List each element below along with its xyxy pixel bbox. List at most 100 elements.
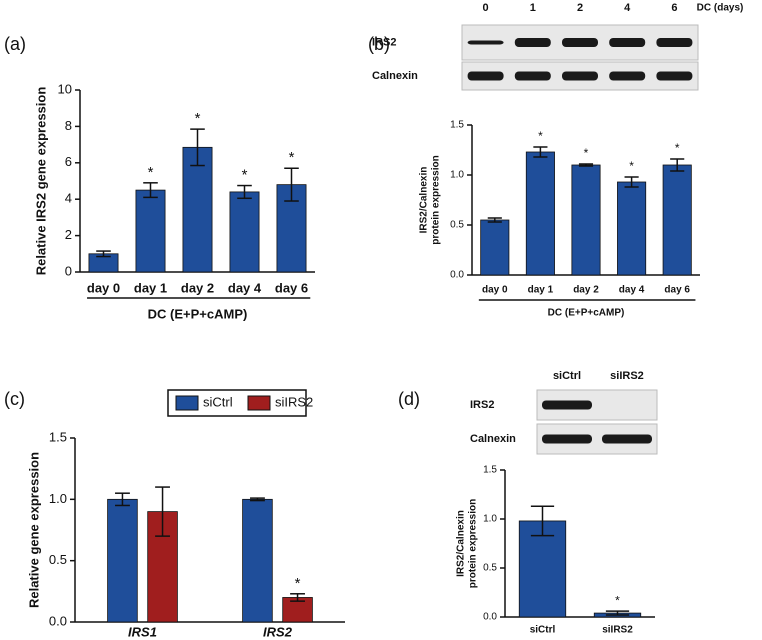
error-bar bbox=[290, 593, 305, 602]
y-tick-label: 1.5 bbox=[483, 465, 497, 476]
blot-band bbox=[542, 434, 592, 444]
blot-band bbox=[562, 71, 598, 81]
error-bar bbox=[530, 505, 555, 537]
y-tick-label: 6 bbox=[65, 154, 72, 169]
bar bbox=[229, 191, 260, 273]
error-bar bbox=[190, 128, 205, 167]
bar bbox=[107, 498, 138, 623]
x-tick-label: day 1 bbox=[134, 280, 167, 295]
y-tick-label: 0.0 bbox=[49, 613, 67, 628]
blot-row-label: Calnexin bbox=[470, 433, 516, 445]
blot-band bbox=[514, 38, 551, 47]
x-tick-label: day 2 bbox=[573, 285, 599, 296]
x-tick-label: day 1 bbox=[528, 285, 554, 296]
x-tick-label: siIRS2 bbox=[602, 625, 633, 636]
error-bar bbox=[605, 610, 630, 616]
error-bar bbox=[155, 486, 170, 537]
chart-panel: (d) 0.0 0.5 1.0 1.5 IRS2/Calnexin protein expr… bbox=[398, 370, 658, 636]
blot-row-label: Calnexin bbox=[372, 70, 418, 82]
y-axis-label: protein expression bbox=[431, 155, 442, 244]
error-bar bbox=[143, 182, 158, 199]
y-tick-label: 1.0 bbox=[49, 491, 67, 506]
bar bbox=[518, 520, 567, 618]
significance-mark: * bbox=[584, 146, 589, 160]
significance-mark: * bbox=[615, 593, 620, 607]
chart-panel: (a) 0 2 4 6 8 10 Relative IRS2 gene expression d… bbox=[4, 34, 315, 321]
error-bar bbox=[250, 497, 265, 502]
y-tick-label: 4 bbox=[65, 191, 72, 206]
significance-mark: * bbox=[148, 164, 154, 181]
error-bar bbox=[624, 176, 639, 188]
x-axis-label: DC (E+P+cAMP) bbox=[548, 308, 625, 319]
x-tick-label: day 4 bbox=[228, 280, 262, 295]
blot-band bbox=[602, 434, 652, 444]
error-bar bbox=[115, 492, 130, 507]
y-tick-label: 0.5 bbox=[483, 563, 497, 574]
blot-band bbox=[562, 38, 598, 47]
x-tick-label: day 0 bbox=[87, 280, 120, 295]
blot-row-label: IRS2 bbox=[470, 399, 494, 411]
blot-lane-label: 2 bbox=[577, 2, 583, 14]
significance-mark: * bbox=[195, 110, 201, 127]
error-bar bbox=[487, 217, 502, 223]
x-tick-label: IRS1 bbox=[128, 624, 157, 639]
y-axis-label: Relative IRS2 gene expression bbox=[33, 87, 48, 276]
blot-lane-label: 6 bbox=[671, 2, 677, 14]
x-tick-label: IRS2 bbox=[263, 624, 293, 639]
x-tick-label: siCtrl bbox=[530, 625, 556, 636]
chart-panel: (c) 0.0 0.5 1.0 1.5 Relative gene expression I… bbox=[4, 389, 345, 639]
significance-mark: * bbox=[675, 141, 680, 155]
legend-swatch bbox=[175, 395, 199, 411]
y-tick-label: 8 bbox=[65, 118, 72, 133]
significance-mark: * bbox=[629, 159, 634, 173]
chart-panel: (b) 0.0 0.5 1.0 1.5 IRS2/Calnexin protein expr… bbox=[368, 2, 743, 319]
blot-band bbox=[467, 71, 504, 81]
y-tick-label: 0 bbox=[65, 263, 72, 278]
x-axis-label: DC (E+P+cAMP) bbox=[148, 306, 248, 321]
bar bbox=[617, 181, 647, 276]
bar bbox=[242, 498, 273, 623]
blot-band bbox=[542, 400, 592, 410]
panel-label: (d) bbox=[398, 389, 420, 409]
legend-swatch bbox=[247, 395, 271, 411]
y-tick-label: 10 bbox=[58, 81, 72, 96]
error-bar bbox=[237, 184, 252, 200]
x-tick-label: day 2 bbox=[181, 280, 214, 295]
blot-band bbox=[467, 40, 504, 45]
blot-band bbox=[656, 71, 693, 81]
significance-mark: * bbox=[538, 129, 543, 143]
panel-label: (c) bbox=[4, 389, 25, 409]
bar bbox=[571, 164, 601, 276]
bar bbox=[662, 164, 692, 276]
error-bar bbox=[284, 167, 299, 202]
bar bbox=[282, 597, 313, 623]
bar bbox=[135, 189, 166, 273]
blot-band bbox=[514, 71, 551, 81]
y-axis-label: protein expression bbox=[468, 499, 479, 588]
bar bbox=[480, 219, 510, 276]
panel-label: (b) bbox=[368, 34, 390, 54]
blot-lanes-title: DC (days) bbox=[697, 3, 744, 14]
blot-lane-label: 4 bbox=[624, 2, 631, 14]
x-tick-label: day 0 bbox=[482, 285, 508, 296]
y-axis-label: IRS2/Calnexin bbox=[419, 167, 430, 234]
blot-lane-label: 0 bbox=[483, 2, 489, 14]
blot-band bbox=[609, 38, 646, 47]
legend-label: siCtrl bbox=[203, 394, 233, 409]
y-tick-label: 1.5 bbox=[49, 429, 67, 444]
error-bar bbox=[533, 146, 548, 158]
x-tick-label: day 6 bbox=[664, 285, 690, 296]
x-tick-label: day 4 bbox=[619, 285, 645, 296]
blot-row-label: IRS2 bbox=[372, 36, 396, 48]
y-axis-label: IRS2/Calnexin bbox=[456, 510, 467, 577]
error-bar bbox=[96, 250, 111, 258]
y-tick-label: 0.0 bbox=[450, 270, 464, 281]
x-tick-label: day 6 bbox=[275, 280, 308, 295]
y-tick-label: 0.0 bbox=[483, 612, 497, 623]
significance-mark: * bbox=[242, 167, 248, 184]
y-tick-label: 0.5 bbox=[450, 220, 464, 231]
significance-mark: * bbox=[295, 575, 301, 592]
blot-lane-label: siIRS2 bbox=[610, 370, 644, 382]
y-tick-label: 1.0 bbox=[450, 170, 464, 181]
